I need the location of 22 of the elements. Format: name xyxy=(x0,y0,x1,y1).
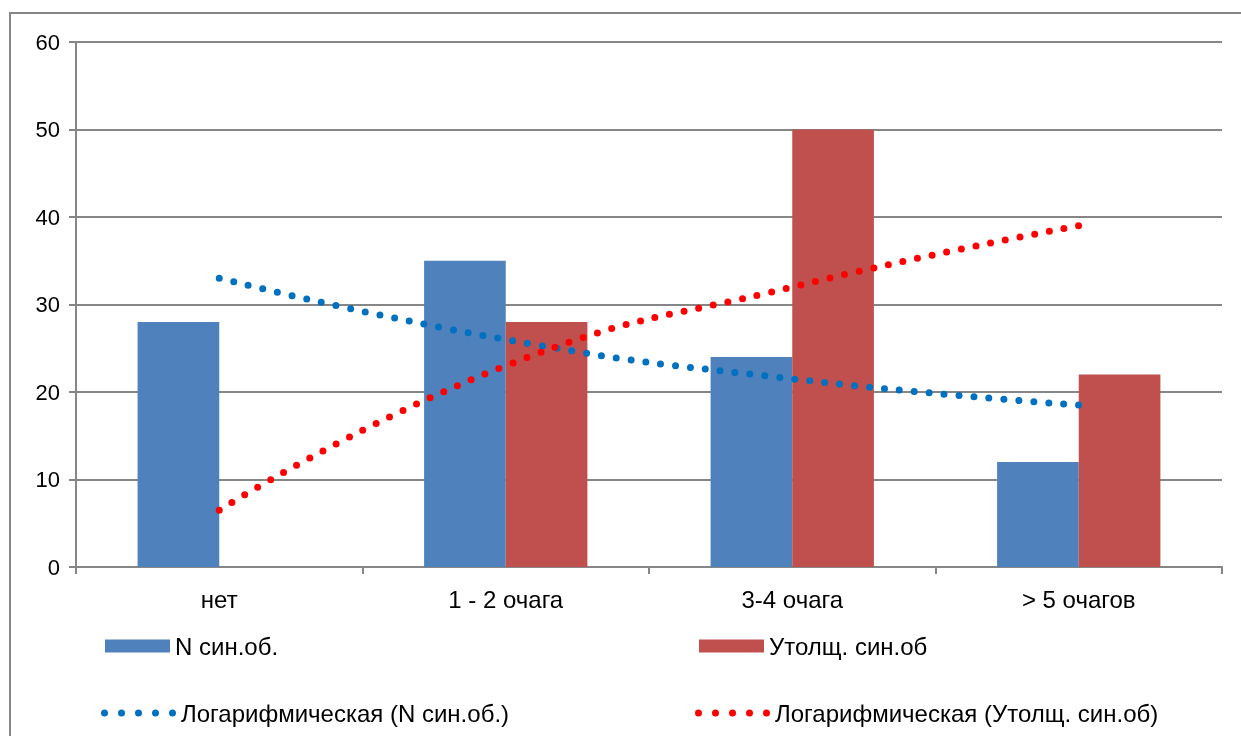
x-tick-label: нет xyxy=(200,585,238,613)
y-tick-label: 50 xyxy=(35,117,60,142)
bar xyxy=(997,462,1079,567)
bar xyxy=(505,322,588,567)
y-tick-label: 20 xyxy=(35,379,60,405)
y-tick-label: 0 xyxy=(47,554,60,580)
bar xyxy=(137,322,220,567)
bar xyxy=(1078,374,1161,567)
y-tick-label: 30 xyxy=(35,292,60,317)
legend-label: Утолщ. син.об xyxy=(769,632,928,660)
x-tick-label: > 5 очагов xyxy=(1021,585,1136,613)
y-tick-label: 40 xyxy=(35,204,60,230)
bar xyxy=(792,129,874,567)
bar xyxy=(710,357,793,567)
legend-label: Логарифмическая (N син.об.) xyxy=(181,699,510,727)
x-tick-label: 1 - 2 очага xyxy=(448,585,564,613)
bar xyxy=(424,260,506,567)
legend-label: Логарифмическая (Утолщ. син.об) xyxy=(775,699,1159,727)
y-tick-label: 10 xyxy=(35,467,60,492)
x-tick-label: 3-4 очага xyxy=(741,585,844,613)
y-tick-label: 60 xyxy=(35,29,60,55)
legend-label: N син.об. xyxy=(175,632,279,660)
